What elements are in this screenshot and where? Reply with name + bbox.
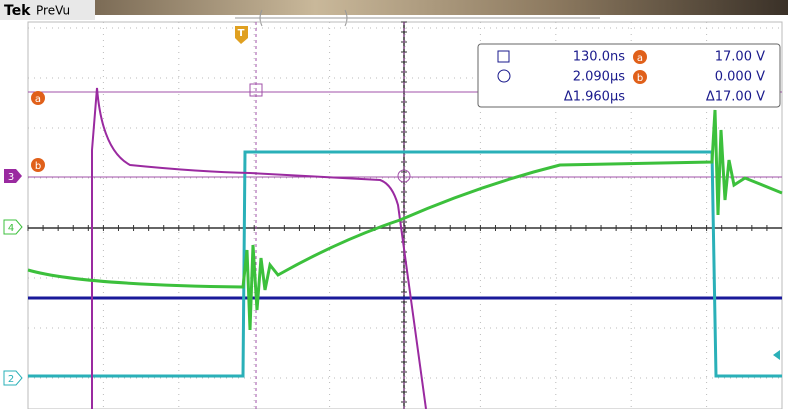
cursor-a-marker: a <box>35 94 41 105</box>
readout-b: b <box>637 73 643 84</box>
cursor-b-marker: b <box>35 161 41 172</box>
delta-voltage: Δ17.00 V <box>706 90 765 105</box>
cursor2-time: 2.090µs <box>573 70 625 85</box>
ch4-marker: 4 <box>8 223 14 234</box>
brand: Tek <box>4 3 31 19</box>
ch3-marker: 3 <box>8 172 14 183</box>
scope-screen: Tek PreVu 130.0ns 2.090µs Δ1.960µs a b 1… <box>0 0 788 409</box>
trigger-marker: T <box>238 28 245 39</box>
delta-time: Δ1.960µs <box>564 90 625 105</box>
cursor1-time: 130.0ns <box>573 50 625 65</box>
readout-a: a <box>637 53 643 64</box>
mode: PreVu <box>36 4 70 18</box>
top-strip <box>0 0 788 15</box>
cursor-a-voltage: 17.00 V <box>715 50 765 65</box>
cursor-b-voltage: 0.000 V <box>715 70 765 85</box>
ch2-marker: 2 <box>8 374 14 385</box>
